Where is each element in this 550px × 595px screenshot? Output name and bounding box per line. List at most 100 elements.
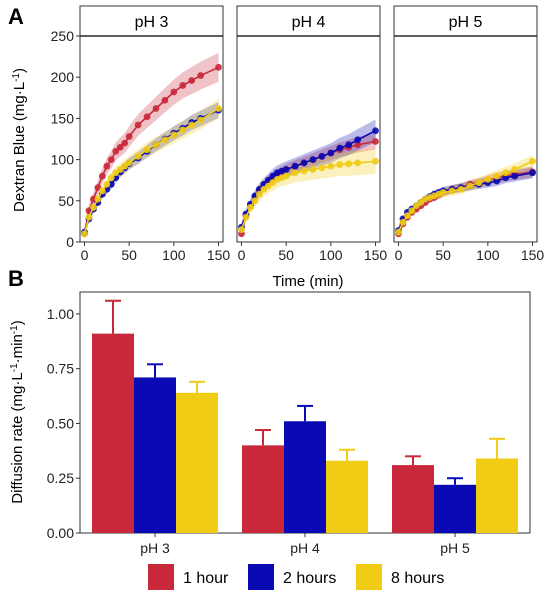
a-y-tick-label-5: 250	[51, 28, 75, 44]
legend-label-1: 2 hours	[283, 570, 336, 587]
a-y-axis-title: Dextran Blue (mg·L-1)	[11, 68, 29, 212]
facet-frame-1	[236, 35, 381, 243]
point-2-1-18	[511, 172, 519, 180]
bar-2-2	[476, 458, 518, 533]
point-0-0-6	[107, 156, 115, 164]
point-2-2-16	[493, 172, 501, 180]
b-y-axis-title-part-3: -1	[9, 325, 20, 334]
facet-0: pH 3 0 50 100 150	[79, 5, 231, 263]
point-0-0-13	[152, 105, 160, 112]
point-0-2-19	[215, 105, 222, 112]
b-x-tick-label-0: pH 3	[140, 540, 170, 556]
point-0-0-7	[112, 147, 120, 155]
point-0-0-14	[161, 96, 169, 104]
point-1-2-10	[282, 172, 290, 180]
point-0-2-18	[197, 116, 205, 124]
bar-1-1	[284, 421, 326, 533]
point-1-2-1	[242, 213, 250, 221]
a-x-tick-label-2-2: 100	[476, 247, 500, 263]
point-0-0-15	[170, 88, 178, 96]
point-1-1-12	[300, 159, 308, 167]
b-y-tick-label-1: 0.25	[47, 470, 74, 486]
point-1-1-18	[354, 136, 362, 144]
point-1-0-18	[354, 141, 362, 149]
a-x-tick-label-2-3: 150	[521, 247, 545, 263]
a-y-tick-label-0: 0	[66, 234, 74, 250]
point-0-0-18	[197, 72, 205, 79]
point-2-2-3	[408, 207, 416, 215]
b-y-axis-title-part-0: Diffusion rate (mg·L	[9, 372, 26, 503]
point-1-2-4	[255, 190, 263, 198]
a-x-tick-label-0-0: 0	[81, 247, 89, 263]
facet-frame-2	[393, 35, 538, 243]
point-0-2-11	[134, 152, 142, 160]
bar-0-0	[92, 333, 134, 533]
point-1-2-19	[372, 157, 379, 165]
point-1-2-0	[238, 226, 245, 234]
point-0-2-17	[188, 121, 196, 129]
point-1-2-17	[345, 160, 353, 168]
point-2-1-16	[493, 177, 501, 185]
a-x-tick-label-1-3: 150	[364, 247, 388, 263]
panel-b-bar-chart: 0.00 0.25 0.50 0.75 1.00 pH 3 pH 4 pH 5 Diffusio…	[9, 291, 531, 556]
point-2-1-19	[529, 169, 536, 177]
legend-label-2: 8 hours	[391, 570, 444, 587]
point-2-2-11	[448, 187, 456, 195]
point-0-0-17	[188, 77, 196, 84]
b-y-axis-title-part-2: ·min	[9, 334, 26, 363]
point-1-1-11	[291, 162, 299, 170]
point-1-2-13	[309, 166, 317, 173]
point-0-2-5	[103, 180, 111, 188]
b-y-tick-label-2: 0.50	[47, 415, 74, 431]
point-2-2-14	[475, 179, 483, 187]
a-y-axis-title-sup: -1	[11, 73, 22, 82]
a-y-tick-label-1: 50	[58, 193, 74, 209]
point-1-2-15	[327, 162, 335, 170]
point-2-2-17	[502, 169, 510, 177]
point-1-2-16	[336, 161, 344, 168]
facet-strip-2	[393, 5, 538, 37]
a-y-axis-title-main: Dextran Blue (mg·L	[11, 82, 28, 212]
point-1-2-11	[291, 169, 299, 177]
b-y-axis-title-part-4: )	[9, 320, 26, 325]
b-y-tick-label-3: 0.75	[47, 361, 74, 377]
point-0-0-8	[116, 143, 124, 151]
point-0-0-9	[121, 139, 129, 147]
facet-frame-0	[79, 35, 224, 243]
b-y-tick-label-0: 0.00	[47, 525, 74, 541]
bar-0-1	[134, 377, 176, 533]
bar-1-0	[242, 445, 284, 533]
point-0-0-12	[143, 113, 151, 121]
point-2-2-13	[466, 182, 474, 190]
bar-0-2	[176, 392, 218, 533]
ribbon-0-0	[84, 52, 219, 240]
ribbon-1-2	[241, 148, 376, 235]
b-y-axis-title-part-1: -1	[9, 363, 20, 372]
point-0-0-4	[98, 172, 106, 180]
facet-strip-label-2: pH 5	[449, 14, 483, 31]
point-0-2-6	[107, 174, 115, 182]
point-1-2-14	[318, 164, 326, 172]
a-x-tick-label-2-1: 50	[435, 247, 451, 263]
point-0-2-14	[161, 136, 169, 144]
panel-b-label: B	[8, 266, 24, 291]
legend: 1 hour 2 hours 8 hours	[148, 564, 444, 590]
a-x-tick-label-0-3: 150	[207, 247, 231, 263]
a-y-axis-title-close: )	[11, 68, 28, 73]
point-1-1-15	[327, 149, 335, 157]
a-x-tick-label-1-2: 100	[319, 247, 343, 263]
a-x-tick-label-1-0: 0	[238, 247, 246, 263]
point-1-1-13	[309, 156, 317, 164]
point-1-1-19	[372, 127, 379, 135]
point-1-2-12	[300, 167, 308, 175]
point-0-0-10	[125, 133, 133, 140]
legend-swatch-2	[356, 564, 382, 590]
point-2-2-1	[399, 218, 407, 226]
point-0-0-11	[134, 121, 142, 129]
point-1-2-2	[247, 203, 254, 211]
point-2-2-19	[529, 157, 536, 165]
point-2-2-18	[511, 166, 519, 173]
a-y-tick-label-3: 150	[51, 110, 75, 126]
point-1-1-17	[345, 141, 353, 149]
